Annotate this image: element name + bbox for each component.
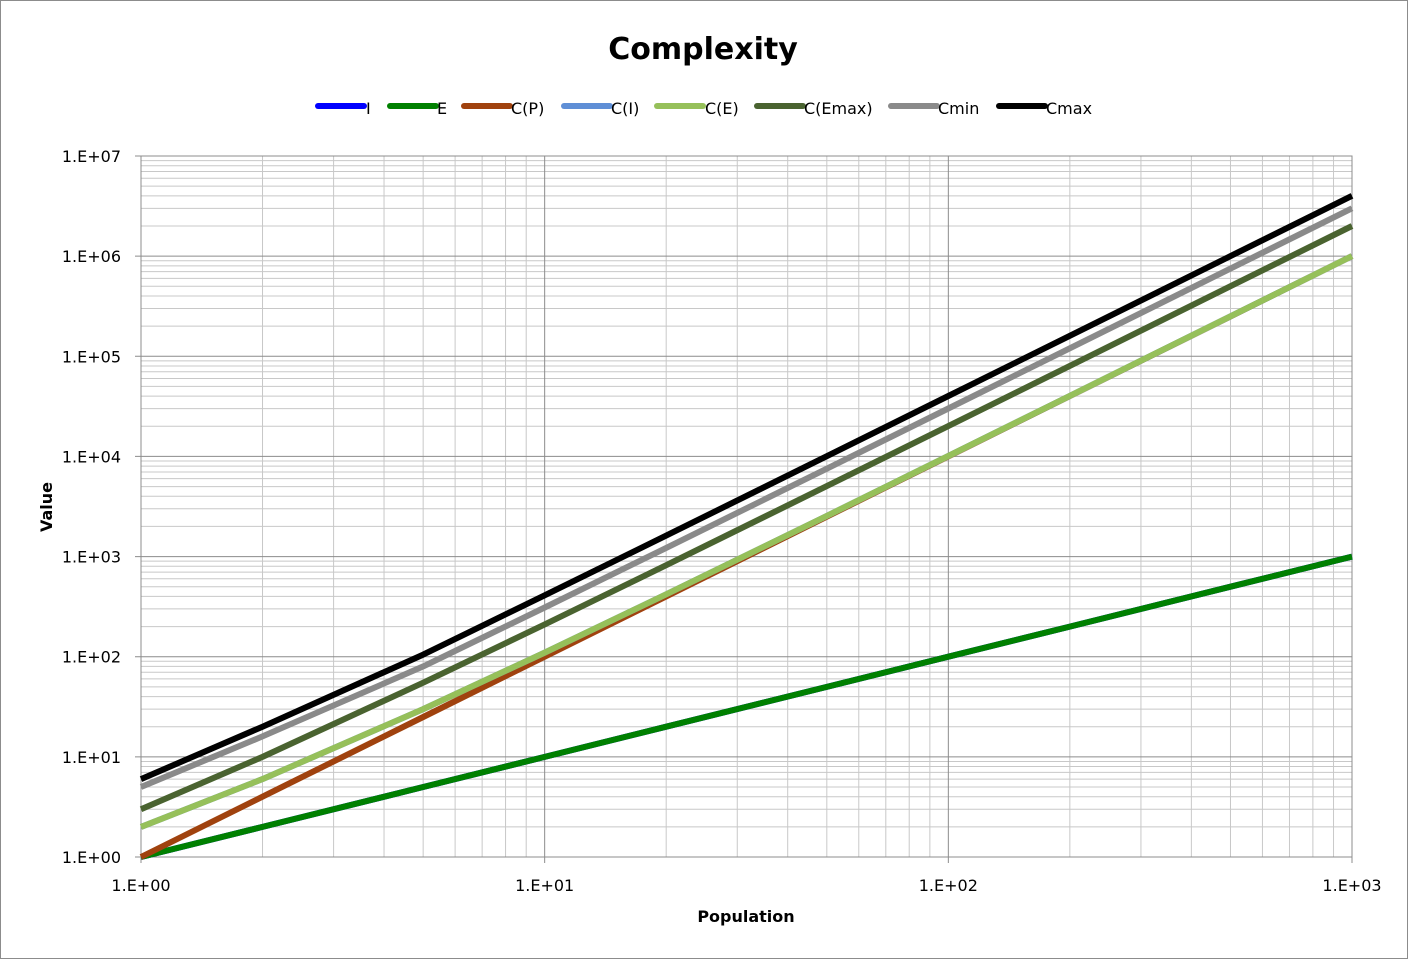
series-line-c-i <box>139 253 1354 830</box>
x-tick-label: 1.E+00 <box>111 876 170 895</box>
plot-area-border <box>140 155 1353 858</box>
series-line-c-emax <box>139 223 1354 812</box>
legend-label: C(I) <box>611 99 639 118</box>
x-tick-label: 1.E+02 <box>919 876 978 895</box>
x-tick-label: 1.E+01 <box>515 876 574 895</box>
chart-title: Complexity <box>608 32 798 67</box>
legend-item-i: I <box>315 99 371 118</box>
legend-item-cmin: Cmin <box>888 99 979 118</box>
y-tick-label: 1.E+01 <box>62 748 121 767</box>
legend: I E C(P) C(I) C(E) C(Emax) Cmin Cmax <box>315 99 1092 118</box>
y-tick-label: 1.E+00 <box>62 848 121 867</box>
series-line-cmin <box>139 205 1354 790</box>
legend-label: I <box>366 99 371 118</box>
series-line-e <box>140 553 1353 860</box>
legend-item-cmax: Cmax <box>996 99 1092 118</box>
y-tick-label: 1.E+04 <box>62 447 121 466</box>
legend-item-e: E <box>387 99 447 118</box>
y-tick-label: 1.E+03 <box>62 548 121 567</box>
legend-label: C(P) <box>511 99 544 118</box>
series-line-cmax <box>139 193 1354 782</box>
x-axis-ticks: 1.E+00 1.E+01 1.E+02 1.E+03 <box>111 876 1381 895</box>
legend-label: Cmax <box>1046 99 1092 118</box>
x-tick-label: 1.E+03 <box>1322 876 1381 895</box>
series-line-c-e <box>139 253 1354 830</box>
y-tick-label: 1.E+02 <box>62 648 121 667</box>
legend-item-c-p: C(P) <box>461 99 544 118</box>
y-axis-title: Value <box>37 482 56 532</box>
y-tick-label: 1.E+05 <box>62 347 121 366</box>
legend-label: E <box>437 99 447 118</box>
series-lines <box>139 193 1354 860</box>
y-tick-label: 1.E+07 <box>62 147 121 166</box>
legend-item-c-emax: C(Emax) <box>754 99 873 118</box>
legend-label: Cmin <box>938 99 979 118</box>
y-axis-ticks: 1.E+00 1.E+01 1.E+02 1.E+03 1.E+04 1.E+05 1.E+… <box>62 147 121 867</box>
x-axis-title: Population <box>697 907 794 926</box>
legend-item-c-i: C(I) <box>561 99 639 118</box>
legend-item-c-e: C(E) <box>654 99 739 118</box>
y-tick-label: 1.E+06 <box>62 247 121 266</box>
legend-label: C(E) <box>705 99 739 118</box>
legend-label: C(Emax) <box>804 99 873 118</box>
